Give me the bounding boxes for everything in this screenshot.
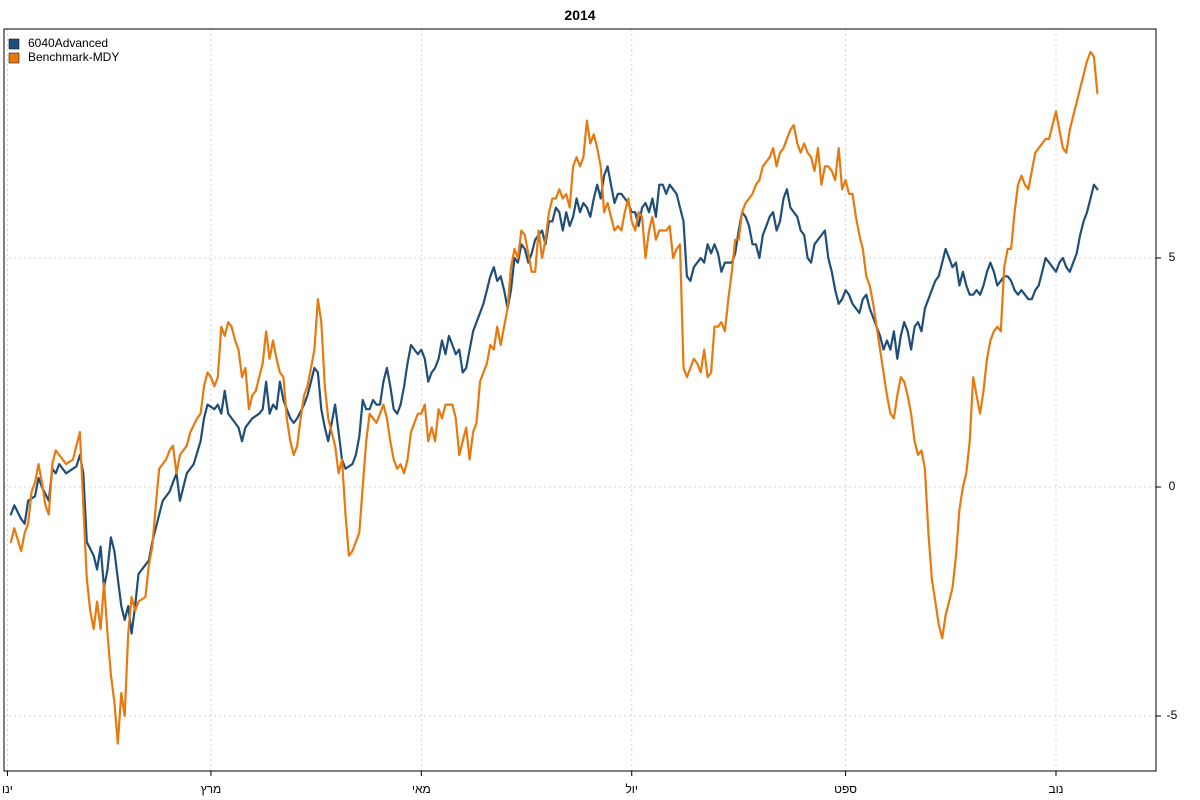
series-line-6040advanced (9, 165, 1099, 635)
x-tick-label: מאי (412, 782, 431, 796)
y-tick-label: 0 (1169, 479, 1176, 493)
x-tick-label: ספט (834, 782, 857, 796)
legend-swatch (8, 38, 20, 50)
plot-frame (3, 28, 1157, 772)
y-tick-label: -5 (1167, 708, 1178, 722)
legend-swatch (8, 52, 20, 64)
chart-title: 2014 (564, 7, 595, 23)
series-line-benchmark-mdy (9, 50, 1099, 745)
x-tick-label: מרץ (201, 782, 222, 796)
x-axis: ינו מרץ מאי יול ספט נוב (2, 771, 1063, 796)
y-tick-label: 5 (1169, 250, 1176, 264)
grid-lines (4, 29, 1156, 771)
x-tick-label: ינו (2, 782, 13, 796)
legend-label: Benchmark-MDY (28, 50, 119, 64)
series-lines (9, 50, 1099, 745)
y-axis: -5 0 5 (1156, 250, 1178, 722)
legend-label: 6040Advanced (28, 36, 108, 50)
x-tick-label: יול (625, 782, 638, 796)
x-tick-label: נוב (1048, 782, 1063, 796)
